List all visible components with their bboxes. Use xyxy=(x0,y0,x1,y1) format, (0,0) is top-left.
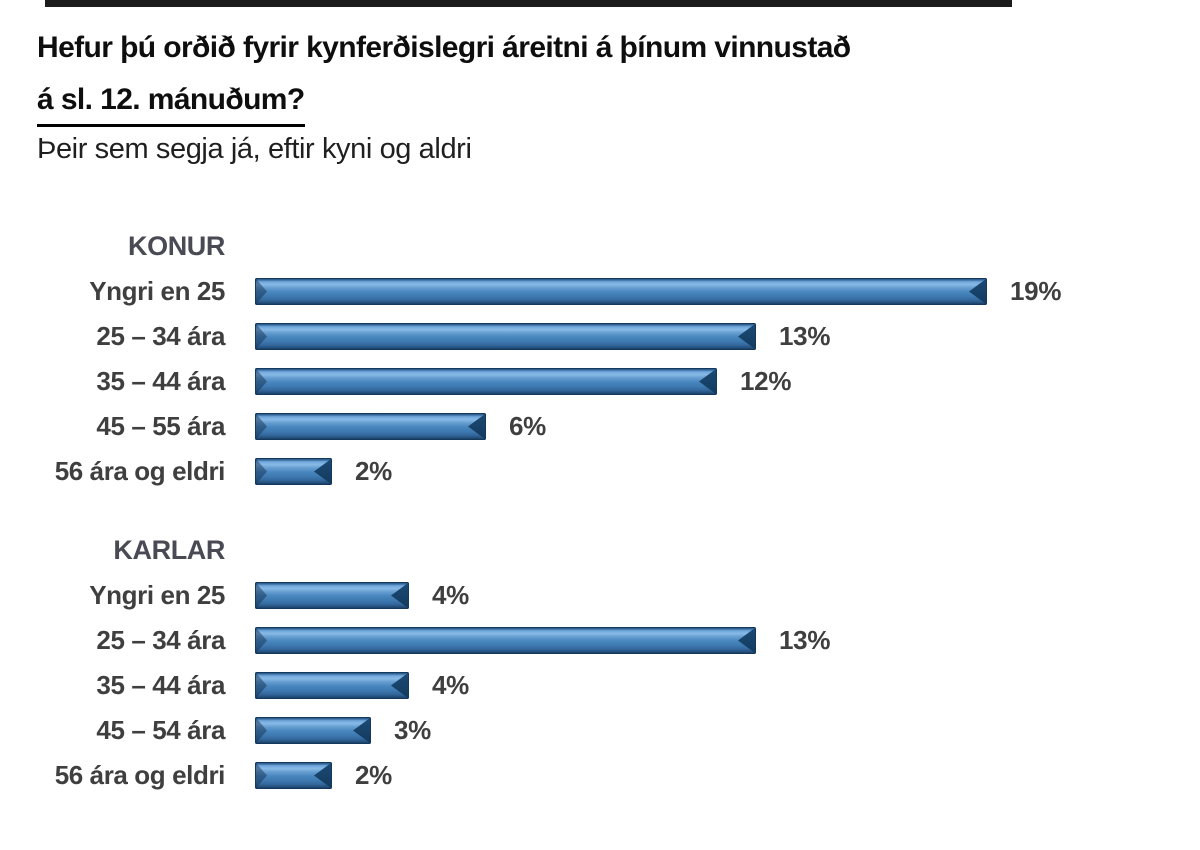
chart-subtitle: Þeir sem segja já, eftir kyni og aldri xyxy=(37,133,472,165)
bar-area: 2% xyxy=(255,456,392,487)
chart-row: 25 – 34 ára 13% xyxy=(0,314,1120,359)
chart-row: 45 – 54 ára 3% xyxy=(0,708,1120,753)
chart-row: 25 – 34 ára 13% xyxy=(0,618,1120,663)
title-block: Hefur þú orðið fyrir kynferðislegri árei… xyxy=(37,22,851,166)
chart-row: 56 ára og eldri 2% xyxy=(0,449,1120,494)
chart-title-line2-wrap: á sl. 12. mánuðum? xyxy=(37,74,851,127)
bar xyxy=(255,413,486,440)
bar xyxy=(255,582,409,609)
bar-area: 12% xyxy=(255,366,791,397)
chart-title-line2: á sl. 12. mánuðum? xyxy=(37,78,305,127)
bar-area: 13% xyxy=(255,321,830,352)
category-label: Yngri en 25 xyxy=(89,276,225,306)
category-label: Yngri en 25 xyxy=(89,580,225,610)
bar xyxy=(255,458,332,485)
group-heading: KONUR xyxy=(128,231,225,261)
bar xyxy=(255,717,371,744)
top-crop-strip xyxy=(45,0,1012,7)
bar xyxy=(255,278,987,305)
value-label: 4% xyxy=(432,670,469,700)
chart-row: 45 – 55 ára 6% xyxy=(0,404,1120,449)
chart-group-karlar: KARLAR Yngri en 25 4% 25 – 34 ára 13% 35 – 44… xyxy=(0,528,1120,798)
bar-area: 13% xyxy=(255,625,830,656)
category-label: 25 – 34 ára xyxy=(96,625,225,655)
bar-area: 6% xyxy=(255,411,546,442)
chart-row: 35 – 44 ára 4% xyxy=(0,663,1120,708)
bar xyxy=(255,762,332,789)
bar-area: 4% xyxy=(255,670,469,701)
value-label: 2% xyxy=(355,456,392,486)
value-label: 13% xyxy=(779,625,831,655)
value-label: 6% xyxy=(509,411,546,441)
chart: KONUR Yngri en 25 19% 25 – 34 ára 13% 35 – 44… xyxy=(0,224,1120,798)
bar-area: 4% xyxy=(255,580,469,611)
category-label: 35 – 44 ára xyxy=(96,366,225,396)
chart-row: 56 ára og eldri 2% xyxy=(0,753,1120,798)
category-label: 45 – 54 ára xyxy=(96,715,225,745)
bar xyxy=(255,627,756,654)
category-label: 56 ára og eldri xyxy=(54,760,226,790)
bar xyxy=(255,672,409,699)
group-heading: KARLAR xyxy=(113,535,225,565)
value-label: 13% xyxy=(779,321,831,351)
bar-area: 19% xyxy=(255,276,1061,307)
category-label: 45 – 55 ára xyxy=(96,411,225,441)
category-label: 56 ára og eldri xyxy=(54,456,226,486)
value-label: 4% xyxy=(432,580,469,610)
category-label: 25 – 34 ára xyxy=(96,321,225,351)
chart-group-konur: KONUR Yngri en 25 19% 25 – 34 ára 13% 35 – 44… xyxy=(0,224,1120,494)
chart-row: 35 – 44 ára 12% xyxy=(0,359,1120,404)
chart-row: Yngri en 25 4% xyxy=(0,573,1120,618)
chart-title-line1: Hefur þú orðið fyrir kynferðislegri árei… xyxy=(37,31,851,64)
value-label: 19% xyxy=(1010,276,1062,306)
bar xyxy=(255,368,717,395)
bar-area: 2% xyxy=(255,760,392,791)
value-label: 3% xyxy=(394,715,431,745)
bar-area: 3% xyxy=(255,715,431,746)
value-label: 2% xyxy=(355,760,392,790)
chart-row: Yngri en 25 19% xyxy=(0,269,1120,314)
value-label: 12% xyxy=(740,366,792,396)
category-label: 35 – 44 ára xyxy=(96,670,225,700)
bar xyxy=(255,323,756,350)
